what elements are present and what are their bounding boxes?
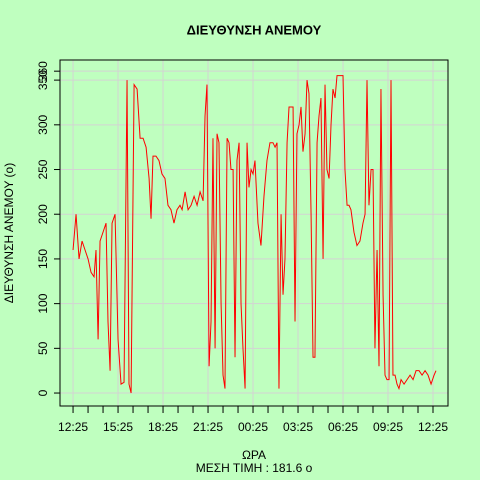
y-tick-label: 250 xyxy=(36,159,50,179)
y-tick-label: 150 xyxy=(36,249,50,269)
x-tick-label: 00:25 xyxy=(238,420,268,434)
y-tick-label: 50 xyxy=(36,341,50,355)
x-tick-label: 12:25 xyxy=(58,420,88,434)
x-axis-label: ΩΡΑ xyxy=(242,448,266,462)
y-tick-label: 100 xyxy=(36,293,50,313)
x-tick-label: 03:25 xyxy=(283,420,313,434)
data-line xyxy=(72,75,437,394)
y-tick-label: 200 xyxy=(36,204,50,224)
chart-title: ΔΙΕΥΘΥΝΣΗ ΑΝΕΜΟΥ xyxy=(187,22,322,37)
y-tick-label: 350 xyxy=(36,70,50,90)
x-tick-label: 15:25 xyxy=(103,420,133,434)
y-tick-label: 300 xyxy=(36,114,50,134)
y-tick-label: 360 xyxy=(36,61,50,81)
x-tick-label: 12:25 xyxy=(418,420,448,434)
y-tick-label: 0 xyxy=(36,389,50,396)
x-tick-label: 09:25 xyxy=(373,420,403,434)
x-tick-label: 18:25 xyxy=(148,420,178,434)
plot-frame xyxy=(59,59,449,407)
x-tick-label: 21:25 xyxy=(193,420,223,434)
y-axis-label: ΔΙΕΥΘΥΝΣΗ ΑΝΕΜΟΥ (o) xyxy=(2,163,16,303)
subtitle: ΜΕΣΗ ΤΙΜΗ : 181.6 o xyxy=(196,461,313,475)
x-tick-label: 06:25 xyxy=(328,420,358,434)
